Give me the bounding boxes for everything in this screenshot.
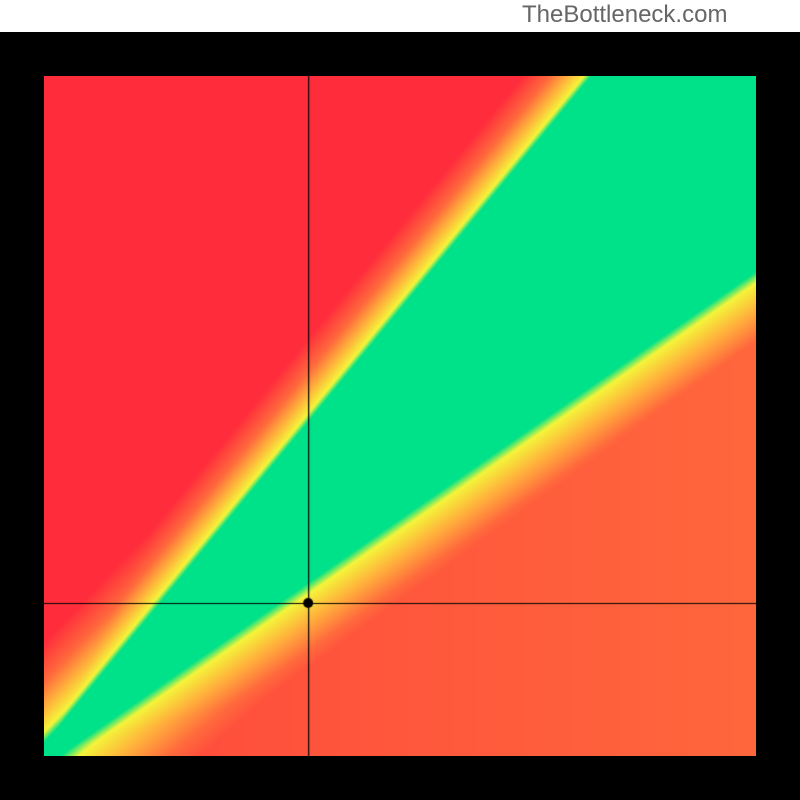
crosshair-overlay <box>44 76 756 756</box>
watermark-text: TheBottleneck.com <box>522 1 727 29</box>
